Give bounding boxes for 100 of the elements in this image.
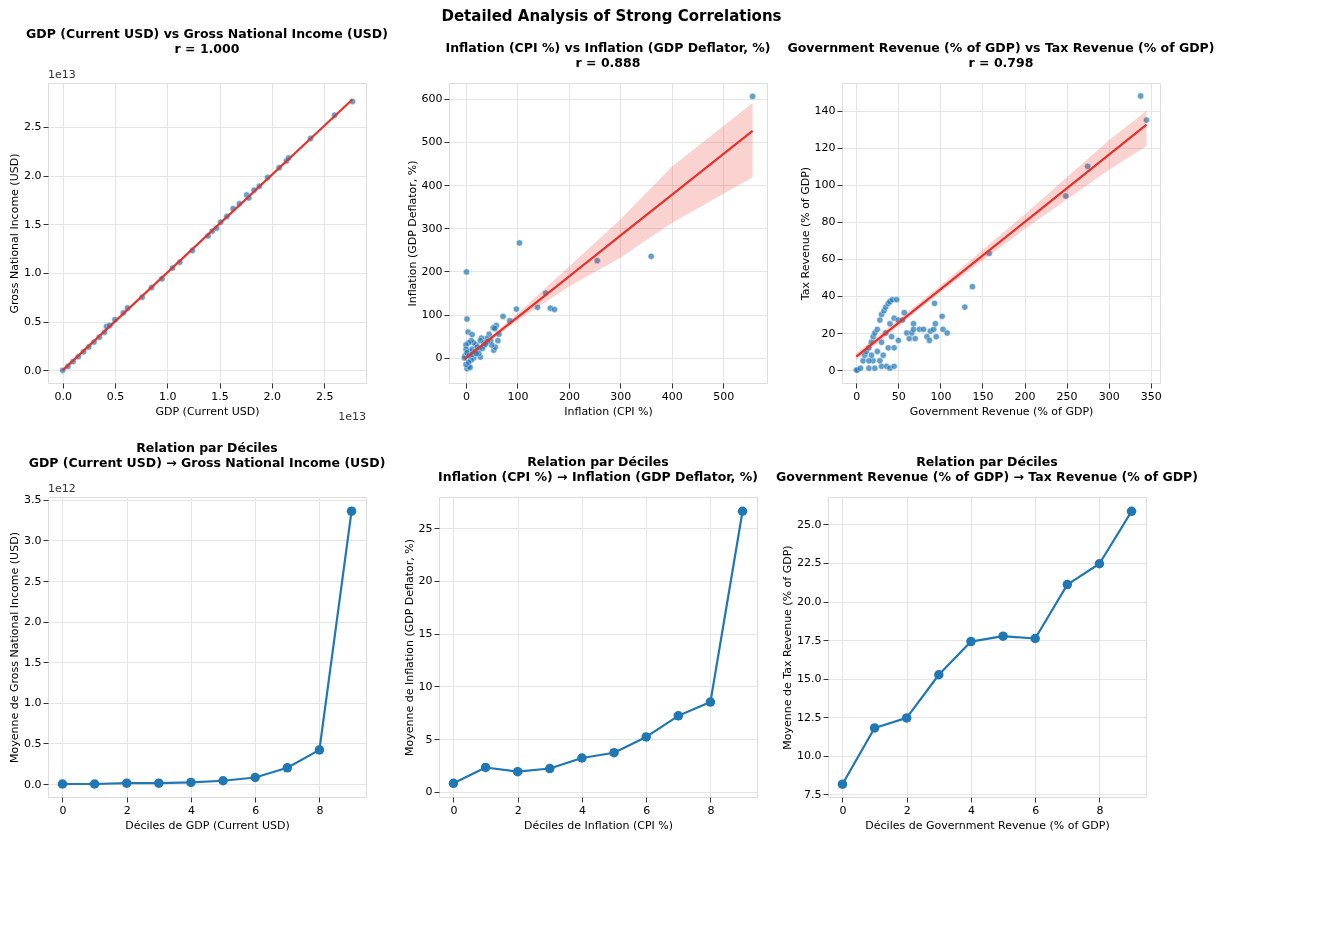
y-tick-label: 0 — [435, 351, 443, 365]
x-tick-label: 2.0 — [263, 389, 282, 403]
x-tick-label: 2 — [903, 803, 911, 817]
y-tick-label: 300 — [421, 221, 443, 235]
x-tick-label: 4 — [578, 803, 586, 817]
x-tick-label: 0 — [462, 389, 470, 403]
chart-subtitle: Inflation (CPI %) → Inflation (GDP Deflator, %) — [438, 468, 758, 484]
y-axis-title: Gross National Income (USD) — [8, 153, 22, 314]
x-axis-title: Government Revenue (% of GDP) — [909, 404, 1094, 418]
chart-title: Relation par Déciles — [527, 454, 669, 469]
x-tick-label: 8 — [707, 803, 715, 817]
y-tick-label: 80 — [821, 215, 836, 229]
x-tick-label: 4 — [967, 803, 975, 817]
x-tick-label: 300 — [1098, 389, 1120, 403]
x-tick-label: 500 — [713, 389, 735, 403]
y-tick-label: 2.0 — [24, 169, 42, 183]
x-tick-label: 2 — [514, 803, 522, 817]
chart-subtitle: r = 0.888 — [575, 54, 641, 70]
y-axis-title: Inflation (GDP Deflator, %) — [405, 160, 419, 307]
y-tick-label: 400 — [421, 178, 443, 192]
text: 1e12 — [48, 482, 76, 495]
x-tick-label: 1.0 — [159, 389, 177, 403]
y-tick-label: 7.5 — [804, 787, 822, 801]
chart-subtitle: GDP (Current USD) → Gross National Income (USD) — [28, 454, 386, 470]
x-axis-title: GDP (Current USD) — [155, 404, 260, 418]
y-tick-label: 20 — [821, 326, 836, 340]
y-tick-label: 5 — [425, 732, 433, 746]
x-tick-label: 0.0 — [54, 389, 72, 403]
chart-title: Inflation (CPI %) vs Inflation (GDP Deflator, %) — [445, 40, 771, 55]
y-tick-label: 0 — [425, 785, 433, 799]
x-axis-title: Déciles de Inflation (CPI %) — [523, 818, 674, 832]
y-tick-label: 0.5 — [24, 736, 42, 750]
x-tick-label: 2.5 — [315, 389, 334, 403]
y-tick-label: 2.5 — [24, 120, 42, 134]
chart-title: GDP (Current USD) vs Gross National Income (USD) — [26, 26, 388, 41]
y-tick-label: 25 — [418, 521, 433, 535]
x-tick-label: 0 — [853, 389, 861, 403]
x-tick-label: 2 — [123, 803, 131, 817]
x-tick-label: 6 — [1032, 803, 1040, 817]
x-tick-label: 350 — [1140, 389, 1162, 403]
x-axis-title: Inflation (CPI %) — [564, 404, 653, 418]
x-tick-label: 250 — [1056, 389, 1078, 403]
x-tick-label: 100 — [507, 389, 529, 403]
y-tick-label: 20 — [418, 574, 433, 588]
y-tick-label: 200 — [421, 264, 443, 278]
chart-title: Relation par Déciles — [136, 440, 278, 455]
x-tick-label: 0 — [59, 803, 67, 817]
y-tick-label: 100 — [421, 308, 443, 322]
x-tick-label: 1.5 — [211, 389, 229, 403]
y-tick-label: 100 — [814, 178, 836, 192]
x-tick-label: 6 — [643, 803, 651, 817]
chart-subtitle: r = 0.798 — [968, 54, 1034, 70]
y-tick-label: 2.5 — [24, 574, 42, 588]
y-tick-label: 3.0 — [24, 533, 42, 547]
y-tick-label: 0.0 — [24, 777, 42, 791]
x-tick-label: 50 — [891, 389, 906, 403]
y-tick-label: 140 — [814, 104, 836, 118]
y-tick-label: 0.5 — [24, 315, 42, 329]
x-tick-label: 8 — [316, 803, 324, 817]
y-tick-label: 17.5 — [797, 633, 822, 647]
y-tick-label: 12.5 — [797, 710, 822, 724]
y-tick-label: 0 — [828, 363, 836, 377]
x-tick-label: 6 — [252, 803, 260, 817]
y-tick-label: 60 — [821, 252, 836, 266]
text: 1e13 — [48, 68, 76, 81]
chart-subtitle: Government Revenue (% of GDP) → Tax Revenue (% of GDP) — [776, 468, 1198, 484]
x-tick-label: 0 — [839, 803, 847, 817]
y-axis-title: Moyenne de Inflation (GDP Deflator, %) — [402, 538, 416, 757]
x-tick-label: 200 — [558, 389, 580, 403]
x-tick-label: 150 — [972, 389, 994, 403]
y-tick-label: 22.5 — [797, 556, 822, 570]
y-tick-label: 1.5 — [24, 217, 42, 231]
chart-subtitle: r = 1.000 — [174, 40, 240, 56]
text: 1e13 — [338, 410, 366, 423]
x-tick-label: 8 — [1096, 803, 1104, 817]
y-axis-title: Moyenne de Gross National Income (USD) — [8, 532, 22, 763]
y-tick-label: 10.0 — [797, 749, 822, 763]
y-tick-label: 500 — [421, 135, 443, 149]
x-tick-label: 200 — [1014, 389, 1036, 403]
y-tick-label: 1.0 — [24, 696, 42, 710]
text: Detailed Analysis of Strong Correlations — [441, 6, 782, 25]
x-tick-label: 0.5 — [106, 389, 125, 403]
y-axis-title: Tax Revenue (% of GDP) — [798, 166, 812, 302]
x-tick-label: 300 — [610, 389, 632, 403]
y-tick-label: 15 — [418, 627, 433, 641]
chart-title: Relation par Déciles — [916, 454, 1058, 469]
y-tick-label: 0.0 — [24, 363, 42, 377]
y-tick-label: 1.5 — [24, 655, 42, 669]
y-tick-label: 120 — [814, 141, 836, 155]
y-tick-label: 25.0 — [797, 517, 822, 531]
y-tick-label: 600 — [421, 92, 443, 106]
x-axis-title: Déciles de GDP (Current USD) — [125, 818, 290, 832]
x-axis-title: Déciles de Government Revenue (% of GDP) — [865, 818, 1110, 832]
y-tick-label: 40 — [821, 289, 836, 303]
chart-title: Government Revenue (% of GDP) vs Tax Revenue (% of GDP) — [787, 40, 1215, 55]
y-tick-label: 3.5 — [24, 493, 42, 507]
y-tick-label: 1.0 — [24, 266, 42, 280]
x-tick-label: 4 — [187, 803, 195, 817]
x-tick-label: 400 — [661, 389, 683, 403]
y-tick-label: 10 — [418, 679, 433, 693]
